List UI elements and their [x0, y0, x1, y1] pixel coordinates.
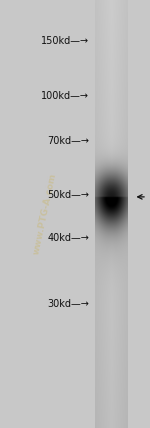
Text: 100kd—→: 100kd—→ — [41, 91, 89, 101]
Text: 150kd—→: 150kd—→ — [41, 36, 89, 46]
Text: 50kd—→: 50kd—→ — [47, 190, 89, 200]
Text: 30kd—→: 30kd—→ — [47, 299, 89, 309]
Text: 40kd—→: 40kd—→ — [47, 232, 89, 243]
Text: 70kd—→: 70kd—→ — [47, 136, 89, 146]
Text: www.PTG-A.com: www.PTG-A.com — [32, 172, 58, 256]
